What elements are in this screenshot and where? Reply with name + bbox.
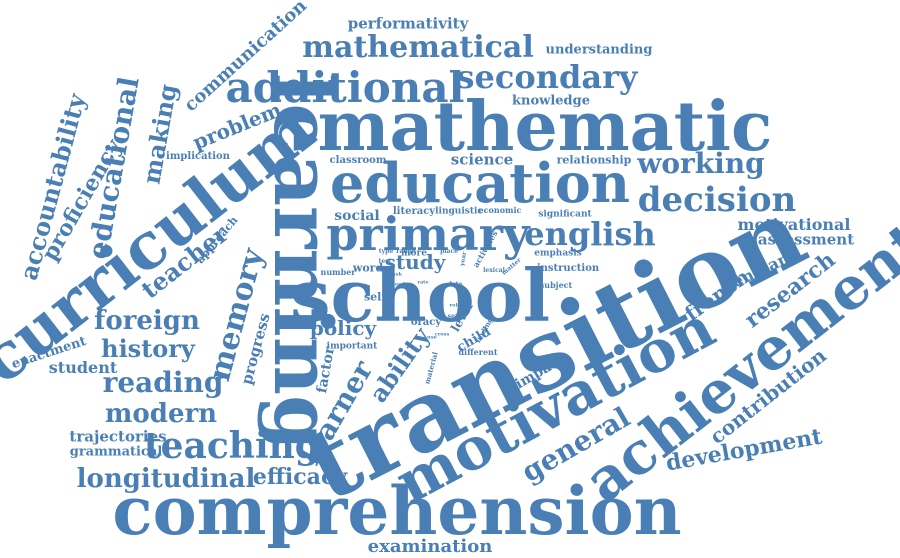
word-number: number bbox=[320, 267, 356, 277]
word-modern: modern bbox=[104, 399, 218, 429]
word-relationship: relationship bbox=[556, 153, 632, 167]
word-cross: cross bbox=[434, 331, 450, 338]
word-reading: reading bbox=[102, 366, 224, 399]
word-study: study bbox=[384, 250, 446, 274]
word-self: self bbox=[363, 290, 387, 304]
word-science: science bbox=[450, 150, 514, 169]
word-sense: sense bbox=[447, 313, 467, 320]
word-school: school bbox=[289, 253, 551, 338]
word-literacy: literacy bbox=[392, 206, 436, 217]
word-test: test bbox=[378, 258, 392, 265]
word-implication: implication bbox=[166, 151, 230, 162]
word-role: role bbox=[449, 302, 461, 309]
word-motivational: motivational bbox=[737, 215, 851, 234]
word-lexical: lexical bbox=[483, 267, 505, 274]
word-social: social bbox=[334, 208, 380, 224]
word-need: need bbox=[391, 281, 405, 288]
word-student: student bbox=[48, 358, 118, 377]
word-grammatical: grammatical bbox=[69, 444, 163, 460]
word-task: task bbox=[390, 271, 402, 278]
word-classroom: classroom bbox=[329, 155, 387, 166]
word-linguistic: linguistic bbox=[435, 206, 483, 217]
word-making: making bbox=[136, 81, 183, 187]
word-place: place bbox=[440, 248, 458, 255]
word-decision: decision bbox=[637, 180, 797, 220]
word-examination: examination bbox=[367, 536, 493, 557]
word-mathematic: mathematic bbox=[317, 87, 773, 167]
word-emphasis: emphasis bbox=[534, 248, 582, 259]
word-efficacy: efficacy bbox=[252, 464, 348, 490]
word-instruction: instruction bbox=[536, 263, 600, 274]
word-economic: economic bbox=[478, 205, 522, 215]
word-working: working bbox=[637, 147, 765, 180]
word-use: use bbox=[427, 334, 437, 341]
word-primary: primary bbox=[326, 207, 530, 261]
word-knowledge: knowledge bbox=[512, 93, 590, 109]
word-mathematical: mathematical bbox=[302, 30, 534, 65]
word-comprehension: comprehension bbox=[112, 472, 682, 550]
word-different: different bbox=[458, 347, 498, 357]
word-secondary: secondary bbox=[456, 58, 638, 96]
word-performativity: performativity bbox=[347, 14, 469, 33]
word-rate: rate bbox=[417, 279, 429, 286]
word-foreign: foreign bbox=[94, 306, 200, 336]
word-additional: additional bbox=[225, 63, 465, 112]
word-education: education bbox=[330, 151, 630, 215]
word-important: important bbox=[326, 341, 378, 352]
word-policy: policy bbox=[309, 316, 377, 340]
word-teaching: teaching bbox=[144, 425, 320, 467]
word-understanding: understanding bbox=[545, 42, 653, 58]
word-assessment: assessment bbox=[757, 230, 855, 249]
word-significant: significant bbox=[538, 209, 592, 220]
word-word: word bbox=[352, 261, 384, 275]
word-more: more bbox=[401, 248, 427, 259]
word-longitudinal: longitudinal bbox=[76, 464, 256, 494]
word-trajectories: trajectories bbox=[69, 427, 167, 446]
word-type: type bbox=[378, 248, 394, 255]
word-data: data bbox=[447, 281, 463, 288]
word-history: history bbox=[101, 334, 195, 363]
word-english: english bbox=[524, 215, 656, 253]
word-subject: subject bbox=[539, 280, 573, 290]
word-oracy: oracy bbox=[410, 317, 442, 328]
word-range: range bbox=[396, 248, 416, 255]
